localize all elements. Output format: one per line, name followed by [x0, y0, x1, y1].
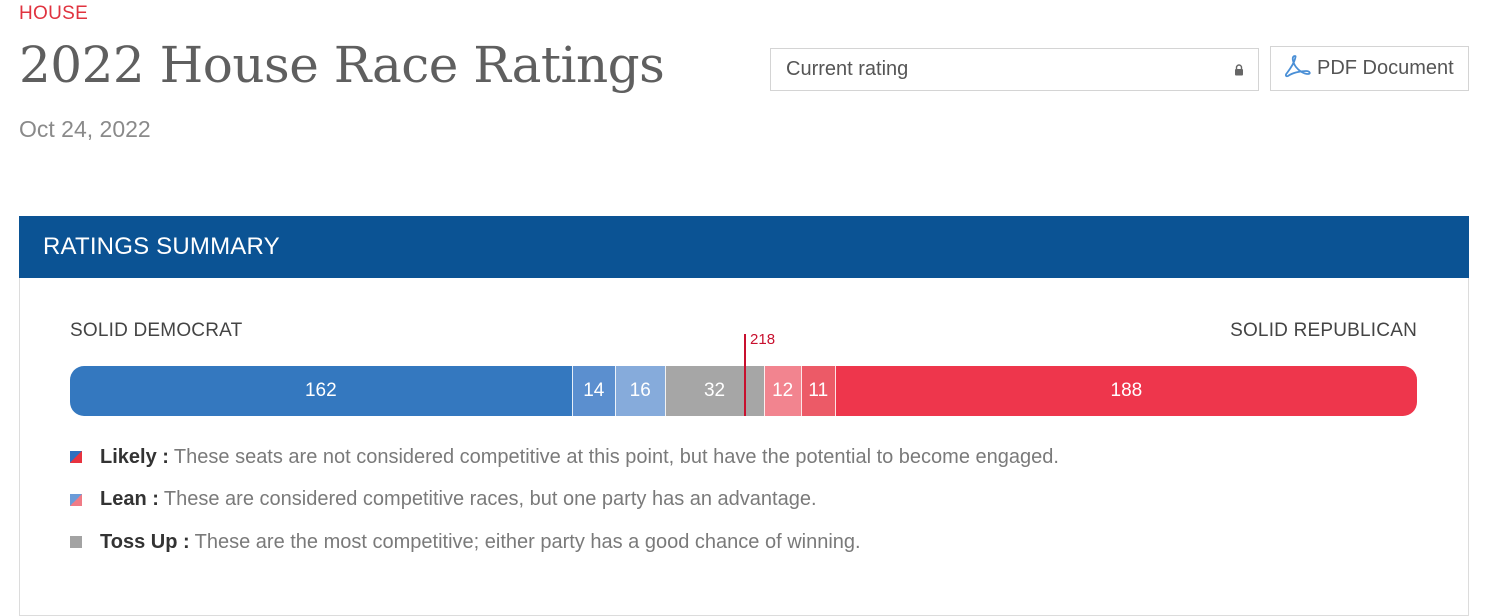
section-label[interactable]: HOUSE: [19, 3, 89, 24]
legend-item-toss-up: Toss Up : These are the most competitive…: [70, 525, 1059, 559]
ratings-bar-segment[interactable]: 16: [614, 366, 665, 416]
lock-icon: [1234, 63, 1244, 76]
ratings-bar-segment[interactable]: 188: [834, 366, 1417, 416]
pdf-document-label: PDF Document: [1317, 57, 1454, 79]
ratings-summary-title: RATINGS SUMMARY: [43, 233, 280, 260]
legend-term: Lean :: [100, 488, 159, 510]
ratings-bar-segment[interactable]: 12: [763, 366, 801, 416]
legend: Likely : These seats are not considered …: [70, 440, 1059, 568]
rating-select-value: Current rating: [786, 58, 909, 80]
legend-item-lean: Lean : These are considered competitive …: [70, 483, 1059, 517]
ratings-bar: 162 14 16 32 12 11 188: [70, 366, 1417, 416]
ratings-summary-header: RATINGS SUMMARY: [19, 216, 1469, 278]
ratings-bar-segment[interactable]: 14: [571, 366, 615, 416]
lean-swatch-icon: [70, 493, 82, 506]
ratings-bar-segment[interactable]: 11: [800, 366, 835, 416]
solid-republican-label: SOLID REPUBLICAN: [1230, 320, 1417, 341]
legend-term: Toss Up :: [100, 530, 190, 553]
legend-item-likely: Likely : These seats are not considered …: [70, 440, 1059, 474]
publish-date: Oct 24, 2022: [19, 116, 151, 142]
solid-democrat-label: SOLID DEMOCRAT: [70, 320, 243, 341]
pdf-document-button[interactable]: PDF Document: [1270, 46, 1469, 91]
legend-desc: These seats are not considered competiti…: [173, 445, 1059, 468]
majority-line: [744, 334, 747, 416]
ratings-bar-segment[interactable]: 162: [70, 366, 572, 416]
ratings-bar-segment[interactable]: 32: [664, 366, 764, 416]
page-title: 2022 House Race Ratings: [19, 36, 665, 94]
likely-swatch-icon: [70, 451, 82, 463]
legend-term: Likely :: [100, 445, 169, 468]
legend-desc: These are considered competitive races, …: [163, 488, 817, 510]
rating-select[interactable]: Current rating: [770, 48, 1259, 91]
toss-up-swatch-icon: [70, 536, 82, 548]
pdf-icon: [1285, 54, 1311, 83]
majority-label: 218: [750, 331, 776, 348]
legend-desc: These are the most competitive; either p…: [194, 530, 861, 553]
